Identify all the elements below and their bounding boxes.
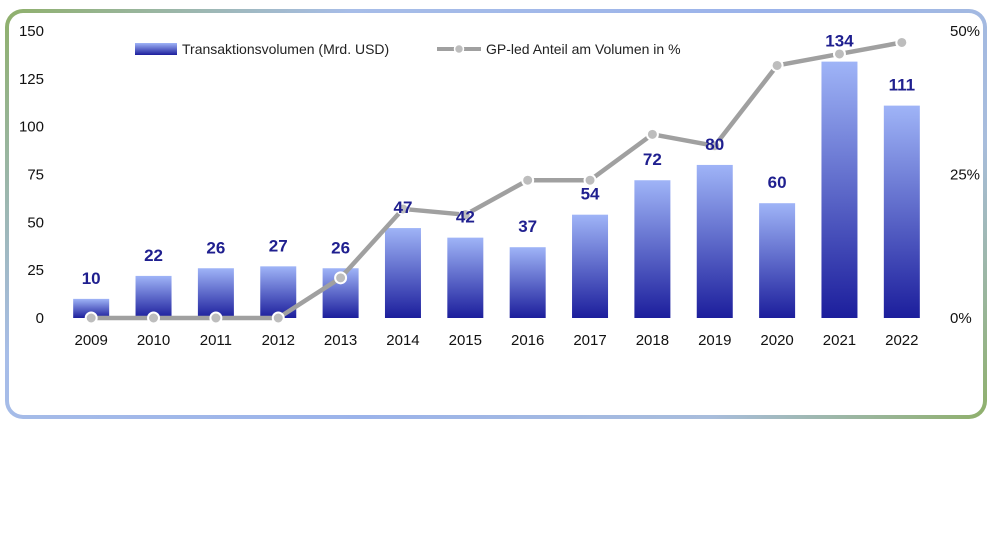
share-point (147, 311, 161, 325)
y-left-tick-label: 50 (27, 214, 44, 231)
share-point (334, 271, 348, 285)
bar-series (73, 61, 920, 319)
y-left-tick-label: 75 (27, 167, 44, 184)
share-point (396, 202, 410, 216)
x-tick-label: 2012 (262, 332, 295, 349)
bar-data-label: 134 (825, 32, 854, 51)
share-point (895, 35, 909, 49)
y-axis-right: 0% 25% 50% (950, 23, 980, 327)
share-point (209, 311, 223, 325)
bar (197, 268, 234, 318)
share-point (271, 311, 285, 325)
data-labels: 10 22 26 27 26 47 42 37 54 72 80 60 134 111 (82, 32, 915, 288)
share-line (91, 40, 903, 321)
legend-label-volume: Transaktionsvolumen (Mrd. USD) (182, 41, 389, 57)
x-tick-label: 2018 (636, 332, 669, 349)
x-tick-label: 2010 (137, 332, 170, 349)
share-point (708, 139, 722, 153)
share-point (458, 208, 472, 222)
y-axis-left: 0 25 50 75 100 125 150 (19, 23, 44, 327)
chart-card (9, 13, 983, 415)
bar-data-label: 54 (581, 185, 600, 204)
x-tick-label: 2009 (74, 332, 107, 349)
legend-swatch-volume (135, 43, 177, 55)
bar-data-label: 26 (206, 238, 225, 257)
bar-data-label: 47 (394, 198, 413, 217)
y-left-tick-label: 125 (19, 71, 44, 88)
bar (384, 228, 421, 318)
share-point (645, 127, 659, 141)
x-tick-label: 2014 (386, 332, 419, 349)
bar-data-label: 60 (768, 173, 787, 192)
x-tick-label: 2019 (698, 332, 731, 349)
bar-data-label: 42 (456, 208, 475, 227)
bar-data-label: 72 (643, 150, 662, 169)
y-left-tick-label: 25 (27, 262, 44, 279)
legend: Transaktionsvolumen (Mrd. USD) GP-led An… (135, 41, 681, 57)
x-tick-label: 2016 (511, 332, 544, 349)
share-point (521, 173, 535, 187)
bar-data-label: 22 (144, 246, 163, 265)
bar (634, 180, 671, 318)
share-point (84, 311, 98, 325)
bar (509, 247, 546, 318)
y-left-tick-label: 100 (19, 119, 44, 136)
x-axis: 2009 2010 2011 2012 2013 2014 2015 2016 2017 2018… (74, 332, 918, 349)
bar-data-label: 26 (331, 238, 350, 257)
y-left-tick-label: 150 (19, 23, 44, 40)
bar (73, 298, 110, 318)
x-tick-label: 2011 (200, 332, 232, 349)
legend-label-share: GP-led Anteil am Volumen in % (486, 41, 681, 57)
bar (447, 237, 484, 318)
x-tick-label: 2022 (885, 332, 918, 349)
bar (696, 164, 733, 318)
bar (759, 203, 796, 318)
bar-data-label: 80 (705, 135, 724, 154)
y-right-tick-label: 25% (950, 167, 980, 184)
share-point (832, 47, 846, 61)
bar (883, 105, 920, 319)
bar-data-label: 111 (889, 76, 916, 95)
share-point (770, 58, 784, 72)
y-left-tick-label: 0 (36, 310, 44, 327)
share-point (583, 173, 597, 187)
bar-data-label: 37 (518, 217, 537, 236)
x-tick-label: 2021 (823, 332, 856, 349)
legend-swatch-share-marker (453, 43, 465, 55)
bar-data-label: 10 (82, 269, 101, 288)
x-tick-label: 2020 (760, 332, 793, 349)
x-tick-label: 2017 (573, 332, 606, 349)
bar (135, 275, 172, 318)
x-tick-label: 2015 (449, 332, 482, 349)
line-series (84, 35, 909, 325)
x-tick-label: 2013 (324, 332, 357, 349)
y-right-tick-label: 0% (950, 310, 972, 327)
bar-data-label: 27 (269, 236, 288, 255)
bar (572, 214, 609, 318)
bar (821, 61, 858, 318)
y-right-tick-label: 50% (950, 23, 980, 40)
